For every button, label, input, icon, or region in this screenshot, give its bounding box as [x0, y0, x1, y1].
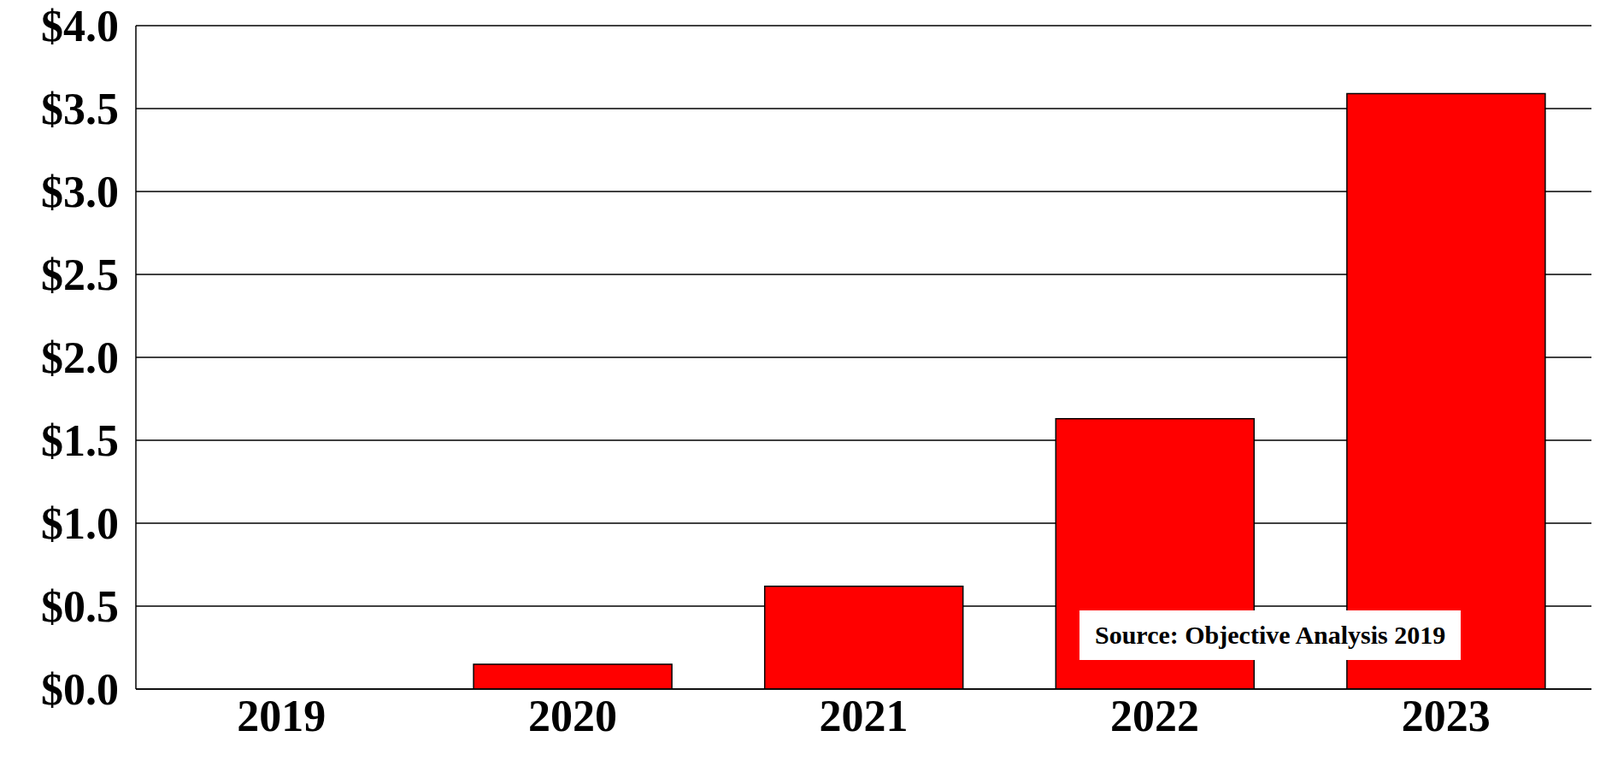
svg-text:2020: 2020 [528, 691, 618, 741]
svg-text:$1.5: $1.5 [41, 416, 119, 465]
svg-text:$2.5: $2.5 [41, 250, 119, 300]
svg-text:$0.5: $0.5 [41, 582, 119, 631]
svg-text:$1.0: $1.0 [41, 499, 119, 548]
svg-text:2019: 2019 [236, 691, 326, 741]
svg-text:$4.0: $4.0 [41, 1, 119, 51]
svg-text:2022: 2022 [1110, 691, 1200, 741]
svg-text:$3.5: $3.5 [41, 84, 119, 134]
svg-text:$3.0: $3.0 [41, 167, 119, 217]
svg-text:2023: 2023 [1401, 691, 1491, 741]
svg-text:2021: 2021 [819, 691, 909, 741]
html-text:Source: Objective Analysis 201: Source: Objective Analysis 2019 [1094, 620, 1446, 649]
svg-text:$0.0: $0.0 [41, 664, 119, 714]
svg-text:$2.0: $2.0 [41, 333, 119, 383]
